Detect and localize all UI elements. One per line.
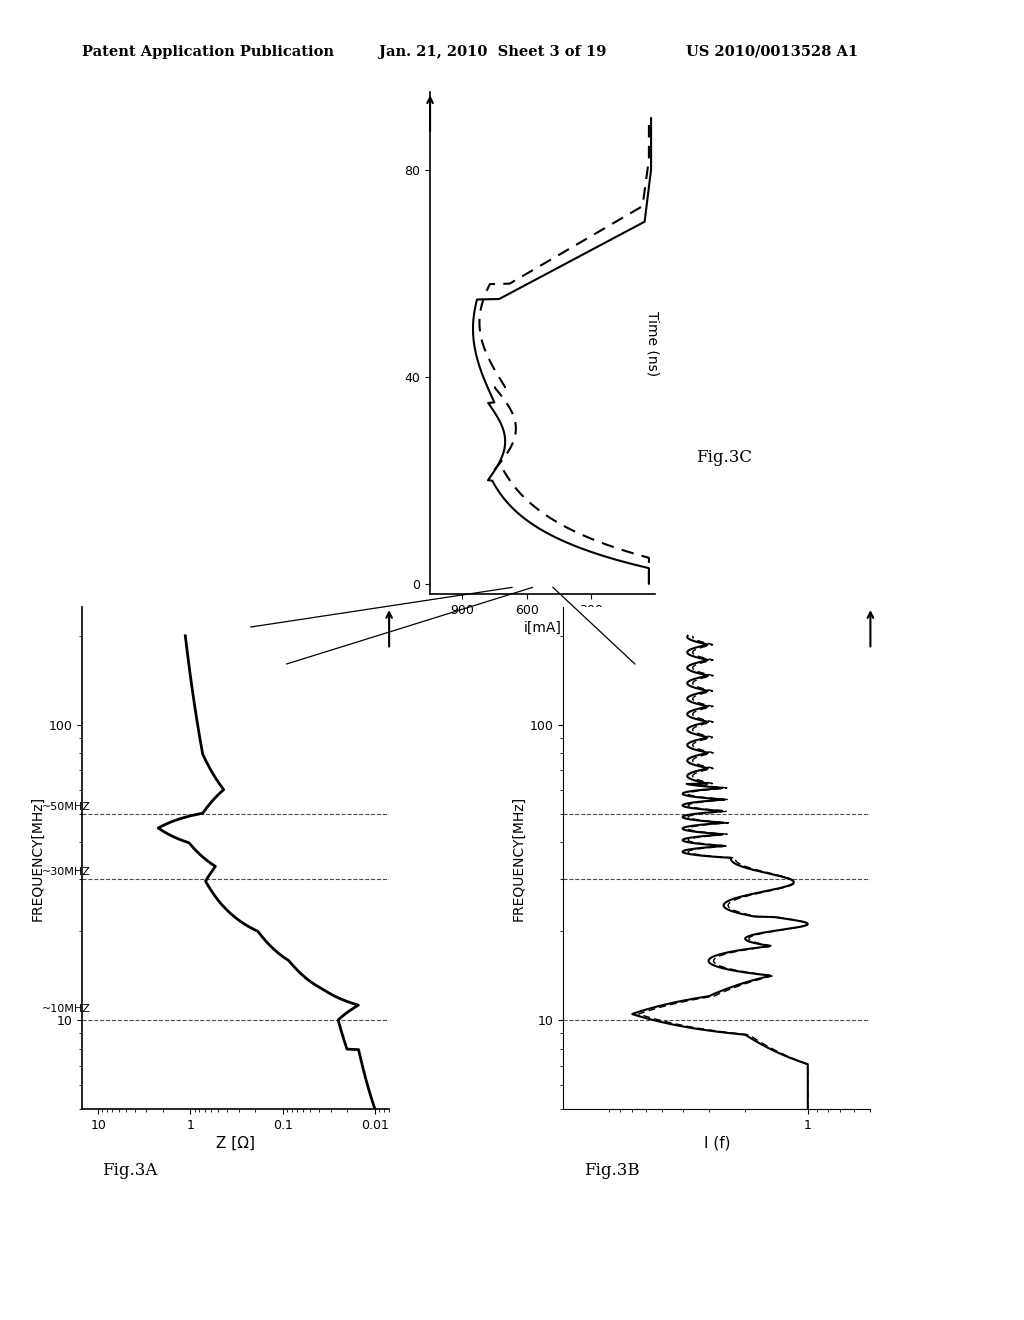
Text: ~10MHZ: ~10MHZ	[42, 1003, 91, 1014]
Text: Patent Application Publication: Patent Application Publication	[82, 45, 334, 59]
Text: US 2010/0013528 A1: US 2010/0013528 A1	[686, 45, 858, 59]
Text: Jan. 21, 2010  Sheet 3 of 19: Jan. 21, 2010 Sheet 3 of 19	[379, 45, 606, 59]
Text: Fig.3B: Fig.3B	[584, 1162, 639, 1179]
Y-axis label: Time (ns): Time (ns)	[645, 310, 659, 376]
Text: Fig.3C: Fig.3C	[696, 449, 753, 466]
X-axis label: i[mA]: i[mA]	[524, 620, 561, 635]
Y-axis label: FREQUENCY[MHz]: FREQUENCY[MHz]	[511, 796, 525, 920]
Text: Fig.3A: Fig.3A	[102, 1162, 158, 1179]
Y-axis label: FREQUENCY[MHz]: FREQUENCY[MHz]	[30, 796, 44, 920]
Text: ~30MHZ: ~30MHZ	[42, 867, 91, 876]
X-axis label: I (f): I (f)	[703, 1135, 730, 1151]
Text: ~50MHZ: ~50MHZ	[42, 803, 91, 812]
X-axis label: Z [Ω]: Z [Ω]	[216, 1135, 255, 1151]
